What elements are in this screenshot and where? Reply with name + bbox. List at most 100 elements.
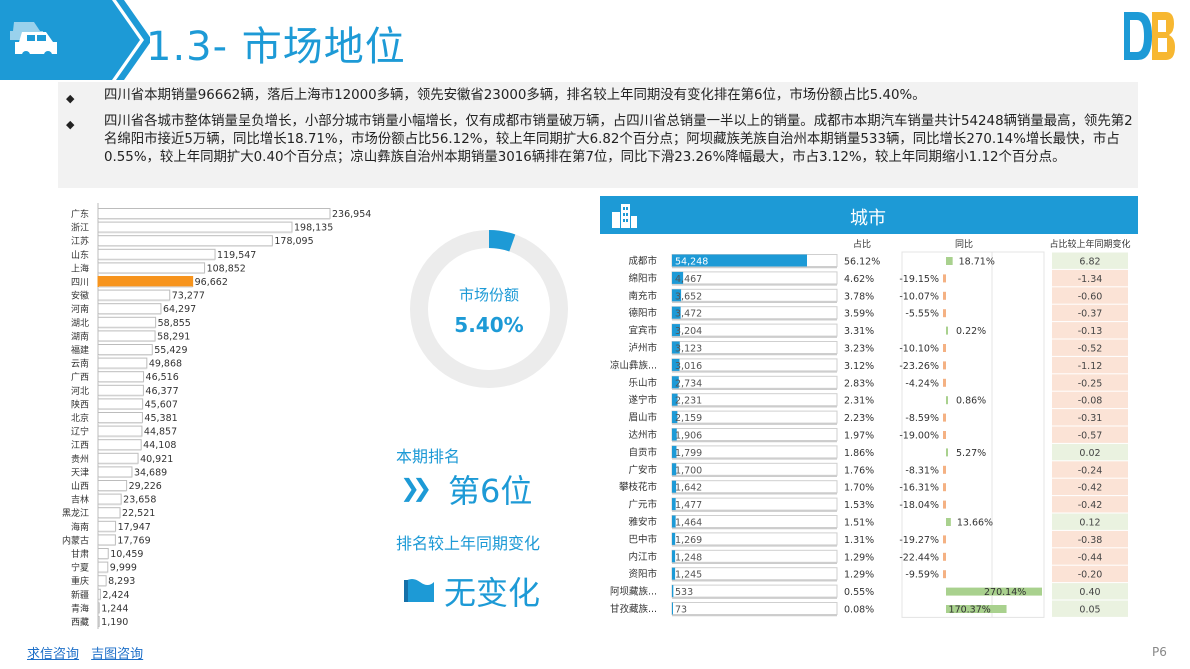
share-label: 2.23% <box>844 413 874 424</box>
yoy-label: 0.22% <box>956 326 986 337</box>
data-label: 40,921 <box>140 454 173 465</box>
city-label: 绵阳市 <box>628 272 657 284</box>
bar <box>97 276 194 287</box>
change-cell <box>1052 443 1128 461</box>
sales-bar <box>672 393 678 406</box>
change-label: -0.25 <box>1078 378 1103 389</box>
tick-label: 上海 <box>71 262 89 274</box>
share-value: 5.40% <box>454 313 524 337</box>
change-label: -0.57 <box>1078 431 1103 442</box>
tick-label: 内蒙古 <box>62 534 89 546</box>
bar <box>97 371 145 383</box>
change-cell <box>1052 304 1128 322</box>
bar <box>97 303 162 315</box>
sales-bar <box>672 585 674 598</box>
sales-bar <box>672 567 676 580</box>
sales-bar <box>672 376 679 389</box>
footer-links: 求信咨询 吉图咨询 <box>27 643 151 662</box>
sales-bar <box>672 550 676 563</box>
rank-value: 第6位 <box>448 472 533 510</box>
change-cell <box>1052 565 1128 583</box>
tick-label: 广西 <box>71 371 89 383</box>
change-cell <box>1052 391 1128 409</box>
bar <box>97 466 133 478</box>
change-cell <box>1052 461 1128 478</box>
data-label: 108,852 <box>207 263 246 274</box>
sales-bar-track <box>671 602 838 615</box>
tick-label: 重庆 <box>71 575 89 587</box>
change-cell <box>1052 600 1128 617</box>
share-label: 1.76% <box>844 465 874 476</box>
bullet-text: 四川省各城市整体销量呈负增长，小部分城市销量小幅增长，仅有成都市销量破万辆，占四… <box>104 114 1133 165</box>
city-label: 甘孜藏族... <box>610 603 657 615</box>
change-cell <box>1052 496 1128 513</box>
share-label: 3.78% <box>844 291 874 302</box>
sales-label: 1,700 <box>675 465 702 476</box>
sales-bar <box>672 306 681 319</box>
tick-label: 贵州 <box>71 453 89 465</box>
bar <box>97 316 157 328</box>
tick-label: 辽宁 <box>71 426 89 438</box>
yoy-bar-negative <box>943 274 946 283</box>
share-label: 市场份额 <box>458 286 519 304</box>
change-label: -0.13 <box>1078 326 1103 337</box>
footer-link[interactable]: 吉图咨询 <box>91 647 144 662</box>
change-cell <box>1052 548 1128 565</box>
sales-label: 54,248 <box>675 257 708 268</box>
bar <box>97 398 144 410</box>
bar <box>97 235 273 247</box>
sales-bar <box>672 428 677 441</box>
share-label: 3.12% <box>844 361 874 372</box>
change-label: -0.08 <box>1078 396 1103 407</box>
data-label: 23,658 <box>123 495 156 506</box>
yoy-label: -23.26% <box>899 361 939 372</box>
yoy-bar-negative <box>943 291 946 300</box>
tick-label: 河南 <box>71 303 89 315</box>
share-label: 3.31% <box>844 326 874 337</box>
change-cell <box>1052 287 1128 304</box>
yoy-label: 270.14% <box>984 587 1026 598</box>
data-label: 46,377 <box>145 386 178 397</box>
yoy-column-frame <box>901 251 1045 618</box>
tick-label: 天津 <box>71 467 89 478</box>
sales-label: 4,467 <box>675 274 702 285</box>
data-label: 1,190 <box>101 617 128 628</box>
share-label: 1.97% <box>844 431 874 442</box>
sales-bar <box>672 480 677 493</box>
bar <box>97 289 171 301</box>
change-label: -0.52 <box>1078 344 1103 355</box>
tick-label: 湖南 <box>71 330 89 342</box>
sales-label: 1,248 <box>675 552 702 563</box>
sales-label: 3,123 <box>675 344 702 355</box>
change-label: -0.20 <box>1078 570 1103 581</box>
change-label: -0.24 <box>1078 465 1103 476</box>
bar <box>97 262 206 274</box>
tick-label: 西藏 <box>71 616 89 628</box>
rank-label: 本期排名 <box>396 447 461 466</box>
data-label: 45,607 <box>145 399 178 410</box>
bar <box>97 452 139 464</box>
bar <box>97 520 117 532</box>
bar <box>97 493 122 505</box>
city-label: 遂宁市 <box>628 394 657 406</box>
sales-bar <box>672 602 673 615</box>
page-number: P6 <box>1152 645 1167 659</box>
rank-change-label: 排名较上年同期变化 <box>396 534 541 553</box>
tick-label: 黑龙江 <box>62 507 89 519</box>
data-label: 55,429 <box>154 345 187 356</box>
summary-bullets: ◆ 四川省本期销量96662辆，落后上海市12000多辆，领先安徽省23000多… <box>58 82 1138 188</box>
share-label: 2.31% <box>844 396 874 407</box>
yoy-label: -19.15% <box>899 274 939 285</box>
city-table-title: 城市 <box>850 208 886 229</box>
sales-label: 1,799 <box>675 448 702 459</box>
footer-link[interactable]: 求信咨询 <box>27 647 80 662</box>
yoy-bar-negative <box>943 465 946 474</box>
bar <box>97 480 128 491</box>
yoy-bar-positive <box>946 448 948 457</box>
sales-bar <box>672 515 676 528</box>
yoy-label: -16.31% <box>899 483 939 494</box>
change-label: -0.60 <box>1078 291 1103 302</box>
sales-bar <box>672 445 677 458</box>
bar <box>97 384 144 396</box>
